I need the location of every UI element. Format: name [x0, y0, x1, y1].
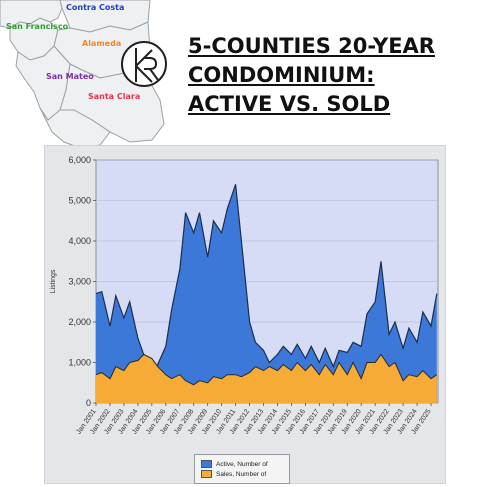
logo-mark	[121, 41, 167, 87]
series-area-active	[96, 184, 437, 403]
legend-label-sales: Sales, Number of	[216, 470, 267, 478]
chart-panel: 0 1,000 2,000 3,000 4,000 5,000 6,000 Listings J…	[44, 145, 446, 484]
map-label-alameda: Alameda	[82, 39, 122, 48]
legend-swatch-sales	[201, 470, 212, 478]
map-label-san-francisco: San Francisco	[6, 22, 69, 31]
y-tick-label: 1,000	[68, 358, 91, 368]
title-line-3: ACTIVE VS. SOLD	[188, 92, 391, 116]
y-tick-label: 0	[86, 398, 91, 408]
map-label-santa-clara: Santa Clara	[88, 92, 141, 101]
title-line-1: 5-COUNTIES 20-YEAR	[188, 34, 435, 58]
legend-label-active: Active, Number of	[216, 460, 268, 468]
y-axis-label: Listings	[50, 269, 57, 293]
map-label-contra-costa: Contra Costa	[66, 3, 125, 12]
map-label-san-mateo: San Mateo	[46, 72, 94, 81]
y-tick-label: 6,000	[68, 155, 91, 165]
series-line-sales	[95, 353, 438, 386]
chart-legend: Active, Number of Sales, Number of	[194, 454, 290, 484]
y-tick-label: 2,000	[68, 317, 91, 327]
legend-swatch-active	[201, 460, 212, 468]
y-tick-label: 5,000	[68, 196, 91, 206]
area-chart: 01,0002,0003,0004,0005,0006,000ListingsJ…	[50, 155, 439, 436]
kr-monogram-icon	[118, 38, 170, 90]
title-line-2: CONDOMINIUM:	[188, 63, 375, 87]
y-tick-label: 3,000	[68, 277, 91, 287]
legend-item-active: Active, Number of	[201, 460, 268, 468]
page-title: 5-COUNTIES 20-YEAR CONDOMINIUM: ACTIVE V…	[188, 32, 483, 119]
y-tick-label: 4,000	[68, 236, 91, 246]
legend-item-sales: Sales, Number of	[201, 470, 266, 478]
